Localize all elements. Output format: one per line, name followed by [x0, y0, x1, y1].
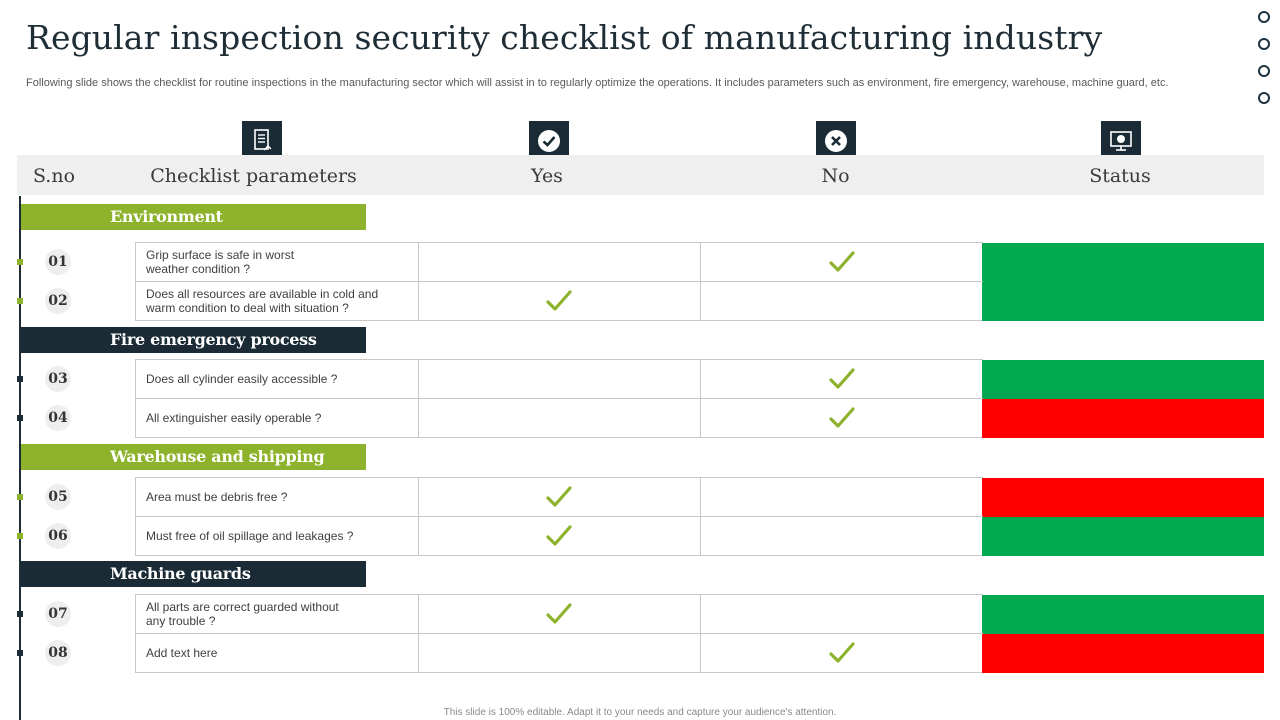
row-number: 07 — [45, 601, 71, 627]
row-number: 08 — [45, 640, 71, 666]
timeline-marker — [17, 376, 23, 382]
timeline-line — [19, 196, 21, 720]
yes-cell — [418, 398, 701, 438]
no-cell — [700, 516, 983, 556]
parameter-text-line1: Must free of oil spillage and leakages ? — [146, 529, 354, 543]
timeline-marker — [17, 259, 23, 265]
status-red-indicator — [982, 399, 1264, 438]
no-checkmark-icon — [827, 405, 857, 431]
nav-dot-2[interactable] — [1258, 38, 1270, 50]
col-status-header: Status — [1089, 165, 1151, 187]
timeline-marker — [17, 415, 23, 421]
section-machine-guards: Machine guards — [21, 561, 366, 587]
nav-dot-1[interactable] — [1258, 11, 1270, 23]
parameter-text-line1: Add text here — [146, 646, 218, 660]
page-title: Regular inspection security checklist of… — [26, 18, 1103, 57]
yes-cell — [418, 359, 701, 399]
parameter-text: All extinguisher easily operable ? — [146, 411, 396, 425]
table-header — [17, 155, 1264, 195]
row-number: 05 — [45, 484, 71, 510]
yes-checkmark-icon — [544, 484, 574, 510]
parameter-text: Does all cylinder easily accessible ? — [146, 372, 396, 386]
timeline-marker — [17, 494, 23, 500]
timeline-marker — [17, 650, 23, 656]
parameter-text: Must free of oil spillage and leakages ? — [146, 529, 396, 543]
row-number: 04 — [45, 405, 71, 431]
parameter-text-line1: All extinguisher easily operable ? — [146, 411, 322, 425]
yes-cell — [418, 633, 701, 673]
col-yes-header: Yes — [531, 165, 563, 187]
parameter-text-line1: Grip surface is safe in worst — [146, 248, 295, 262]
row-number: 03 — [45, 366, 71, 392]
check-circle-icon — [529, 121, 569, 160]
parameter-text: Does all resources are available in cold… — [146, 287, 396, 315]
monitor-icon — [1101, 121, 1141, 160]
no-cell — [700, 281, 983, 321]
col-sno-header: S.no — [32, 165, 76, 187]
x-circle-icon — [816, 121, 856, 160]
status-green-indicator — [982, 243, 1264, 282]
status-green-indicator — [982, 595, 1264, 634]
page-subtitle: Following slide shows the checklist for … — [26, 77, 1169, 89]
section-fire-emergency: Fire emergency process — [21, 327, 366, 353]
parameter-text-line2: warm condition to deal with situation ? — [146, 301, 349, 315]
no-checkmark-icon — [827, 640, 857, 666]
yes-checkmark-icon — [544, 601, 574, 627]
status-green-indicator — [982, 360, 1264, 399]
status-green-indicator — [982, 517, 1264, 556]
yes-cell — [418, 242, 701, 282]
timeline-marker — [17, 611, 23, 617]
parameter-text: Add text here — [146, 646, 396, 660]
status-green-indicator — [982, 282, 1264, 321]
section-warehouse: Warehouse and shipping — [21, 444, 366, 470]
parameter-text: Area must be debris free ? — [146, 490, 396, 504]
col-parameters-header: Checklist parameters — [150, 165, 357, 187]
parameter-text-line2: any trouble ? — [146, 614, 216, 628]
footer-note: This slide is 100% editable. Adapt it to… — [443, 707, 837, 718]
row-number: 06 — [45, 523, 71, 549]
row-number: 01 — [45, 249, 71, 275]
slide-nav — [1258, 11, 1270, 119]
parameter-text: All parts are correct guarded without any… — [146, 600, 396, 628]
timeline-marker — [17, 298, 23, 304]
no-cell — [700, 594, 983, 634]
parameter-text: Grip surface is safe in worst weather con… — [146, 248, 396, 276]
nav-dot-3[interactable] — [1258, 65, 1270, 77]
nav-dot-4[interactable] — [1258, 92, 1270, 104]
status-red-indicator — [982, 634, 1264, 673]
timeline-marker — [17, 533, 23, 539]
row-number: 02 — [45, 288, 71, 314]
parameter-text-line1: Does all resources are available in cold… — [146, 287, 379, 301]
col-no-header: No — [821, 165, 850, 187]
status-red-indicator — [982, 478, 1264, 517]
parameter-text-line1: All parts are correct guarded without — [146, 600, 339, 614]
parameter-text-line2: weather condition ? — [146, 262, 251, 276]
no-cell — [700, 477, 983, 517]
document-icon — [242, 121, 282, 160]
parameter-text-line1: Does all cylinder easily accessible ? — [146, 372, 338, 386]
parameter-text-line1: Area must be debris free ? — [146, 490, 288, 504]
no-checkmark-icon — [827, 249, 857, 275]
no-checkmark-icon — [827, 366, 857, 392]
yes-checkmark-icon — [544, 523, 574, 549]
section-environment: Environment — [21, 204, 366, 230]
yes-checkmark-icon — [544, 288, 574, 314]
